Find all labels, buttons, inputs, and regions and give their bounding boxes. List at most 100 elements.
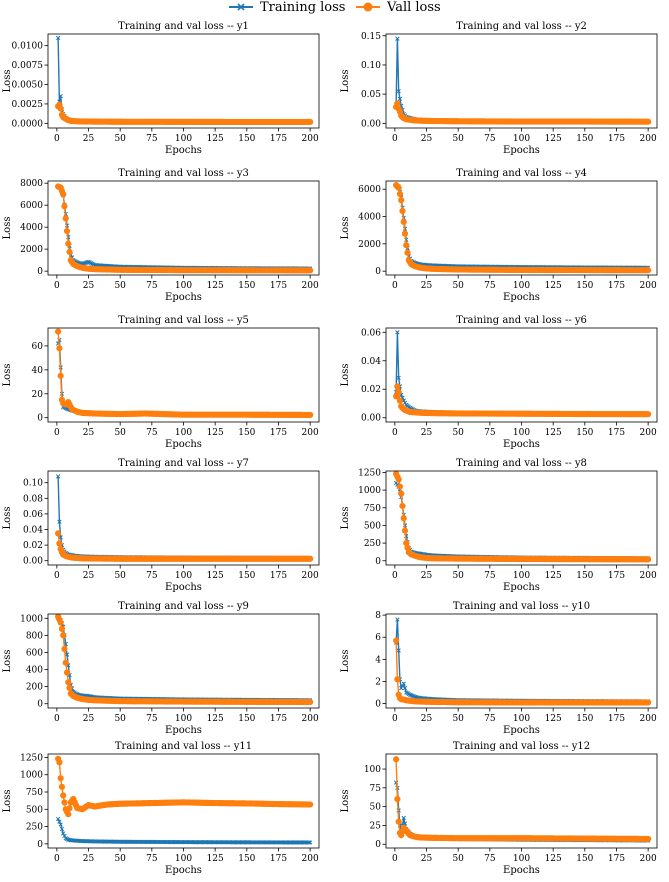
y-tick-label: 0.05	[361, 90, 381, 100]
val-loss-point	[393, 637, 399, 643]
y-axis-label: Loss	[340, 507, 351, 530]
training-loss-line	[396, 783, 648, 841]
val-loss-point	[398, 491, 404, 497]
x-tick-label: 175	[270, 281, 287, 291]
x-tick-label: 75	[484, 714, 496, 724]
y-tick-label: 6000	[20, 201, 43, 211]
y-tick-label: 500	[26, 805, 43, 815]
x-tick-label: 50	[114, 428, 126, 438]
y-tick-label: 0.08	[23, 494, 43, 504]
training-loss-line	[58, 618, 310, 700]
y-tick-label: 6000	[358, 185, 381, 195]
x-tick-label: 100	[175, 281, 192, 291]
y-tick-label: 2000	[358, 240, 381, 250]
val-loss-point	[645, 119, 651, 125]
x-tick-label: 200	[640, 571, 657, 581]
y-tick-label: 0.00	[361, 119, 381, 129]
x-tick-label: 200	[640, 281, 657, 291]
y-tick-label: 0.10	[23, 479, 43, 489]
x-tick-label: 50	[114, 134, 126, 144]
x-tick-label: 50	[452, 134, 464, 144]
figure-legend: Training loss Vall loss	[0, 0, 669, 16]
val-loss-point	[56, 540, 62, 546]
val-loss-point	[307, 119, 313, 125]
x-tick-label: 0	[392, 571, 398, 581]
x-tick-label: 125	[207, 714, 224, 724]
x-tick-label: 0	[392, 428, 398, 438]
y-tick-label: 4000	[358, 213, 381, 223]
x-tick-label: 0	[392, 134, 398, 144]
y-tick-label: 40	[32, 366, 44, 376]
y-tick-label: 0	[375, 557, 381, 567]
val-loss-point	[399, 503, 405, 509]
x-tick-label: 200	[302, 714, 319, 724]
x-tick-label: 175	[270, 571, 287, 581]
x-tick-label: 25	[83, 571, 95, 581]
val-loss-point	[63, 215, 69, 221]
val-loss-point	[307, 556, 313, 562]
plot-frame	[386, 181, 657, 275]
x-tick-label: 125	[545, 428, 562, 438]
y-axis-label: Loss	[2, 507, 13, 530]
x-tick-label: 125	[207, 428, 224, 438]
x-tick-label: 100	[513, 571, 530, 581]
val-loss-point	[396, 476, 402, 482]
y-tick-label: 250	[26, 823, 43, 833]
y-axis-label: Loss	[340, 650, 351, 673]
training-loss-line	[58, 477, 310, 559]
subplot-title: Training and val loss -- y5	[118, 315, 249, 326]
y-axis-label: Loss	[2, 217, 13, 240]
x-tick-label: 200	[302, 854, 319, 864]
x-axis-label: Epochs	[503, 725, 540, 736]
plot-frame	[386, 34, 657, 128]
val-loss-point	[645, 411, 651, 417]
y-tick-label: 20	[32, 390, 44, 400]
y-tick-label: 0.0100	[12, 42, 44, 52]
x-tick-label: 50	[452, 571, 464, 581]
x-tick-label: 100	[513, 281, 530, 291]
y-axis-label: Loss	[2, 790, 13, 813]
val-loss-point	[307, 267, 313, 273]
x-tick-label: 0	[54, 571, 60, 581]
val-loss-point	[61, 646, 67, 652]
y-tick-label: 2	[375, 677, 381, 687]
x-axis-label: Epochs	[503, 439, 540, 450]
y-tick-label: 60	[32, 342, 44, 352]
val-loss-line	[396, 185, 648, 270]
x-tick-label: 100	[513, 714, 530, 724]
val-loss-point	[65, 811, 71, 817]
y-tick-label: 0	[375, 267, 381, 277]
val-loss-point	[397, 191, 403, 197]
plot-frame	[48, 471, 319, 565]
val-loss-point	[63, 660, 69, 666]
val-loss-point	[399, 208, 405, 214]
y-tick-label: 500	[364, 521, 381, 531]
x-tick-label: 100	[175, 714, 192, 724]
x-tick-label: 125	[207, 134, 224, 144]
x-tick-label: 25	[83, 134, 95, 144]
x-tick-label: 150	[238, 281, 255, 291]
val-loss-point	[402, 231, 408, 237]
val-loss-point	[66, 249, 72, 255]
val-loss-line	[58, 617, 310, 702]
subplot-title: Training and val loss -- y4	[456, 168, 587, 179]
subplot-title: Training and val loss -- y7	[118, 458, 249, 469]
y-tick-label: 0.0000	[12, 119, 44, 129]
subplot-title: Training and val loss -- y8	[456, 458, 587, 469]
x-tick-label: 50	[114, 854, 126, 864]
x-tick-label: 0	[392, 714, 398, 724]
subplot-title: Training and val loss -- y3	[118, 168, 249, 179]
val-loss-line	[58, 187, 310, 271]
legend-val-label: Vall loss	[386, 0, 441, 15]
y-tick-label: 1000	[358, 486, 381, 496]
